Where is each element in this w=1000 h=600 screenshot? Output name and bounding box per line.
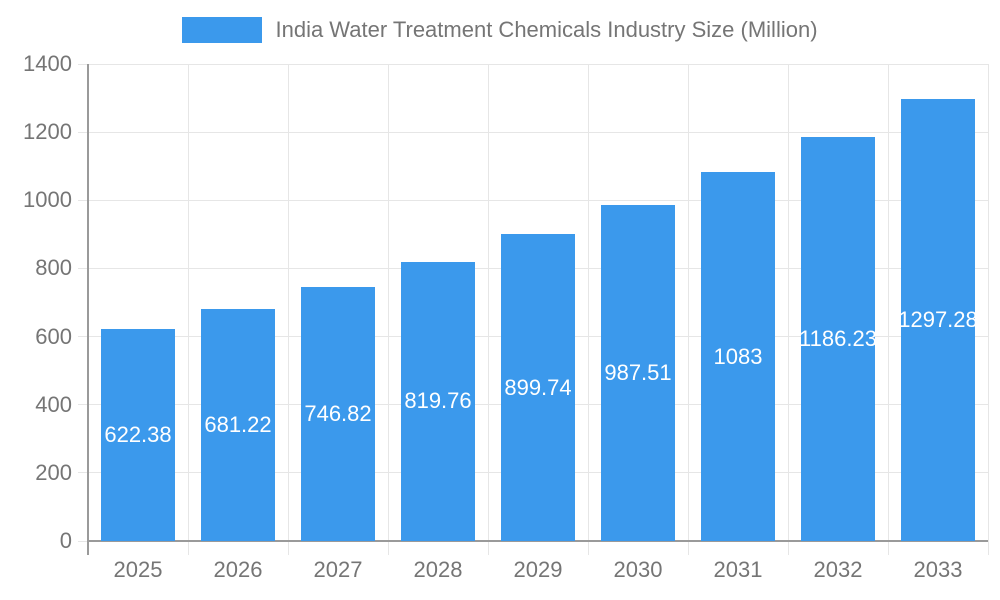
v-gridline: [687, 64, 689, 555]
y-tick-label: 800: [35, 255, 72, 281]
x-axis-line: [88, 540, 988, 542]
bar[interactable]: [801, 136, 875, 541]
bar-value-label: 746.82: [304, 400, 372, 426]
bar-value-label: 819.76: [404, 388, 472, 414]
y-tick-label: 1200: [23, 119, 72, 145]
v-gridline: [887, 64, 889, 555]
bar[interactable]: [701, 172, 775, 541]
v-gridline: [187, 64, 189, 555]
legend-label: India Water Treatment Chemicals Industry…: [275, 17, 818, 42]
bar-value-label: 987.51: [604, 359, 672, 385]
v-gridline: [387, 64, 389, 555]
x-tick-label: 2029: [513, 557, 563, 582]
x-tick-label: 2033: [913, 557, 963, 582]
x-tick-label: 2032: [813, 557, 863, 582]
bar-value-label: 1186.23: [799, 325, 877, 351]
y-axis-tick: [78, 540, 88, 542]
bar[interactable]: [201, 308, 275, 541]
h-gridline: [78, 63, 988, 65]
y-tick-label: 400: [35, 391, 72, 417]
bar[interactable]: [601, 204, 675, 541]
bar[interactable]: [101, 328, 175, 541]
y-tick-label: 1400: [23, 51, 72, 76]
plot-area: 0 200 400 600 800 1000 1200 1400 622.38 2025 681.2…: [23, 51, 989, 582]
v-gridline: [587, 64, 589, 555]
bar[interactable]: [401, 261, 475, 541]
x-tick-label: 2027: [313, 557, 363, 582]
x-tick-label: 2030: [613, 557, 663, 582]
x-tick-label: 2031: [713, 557, 763, 582]
x-tick-label: 2026: [213, 557, 263, 582]
x-tick-label: 2025: [113, 557, 163, 582]
bar[interactable]: [501, 234, 575, 541]
y-tick-label: 1000: [23, 187, 72, 213]
legend-swatch[interactable]: [182, 17, 263, 43]
bar-value-label: 1297.28: [898, 306, 978, 332]
x-tick-label: 2028: [413, 557, 463, 582]
v-gridline: [987, 64, 989, 555]
h-gridline: [78, 131, 988, 133]
y-axis-line: [87, 64, 89, 555]
legend[interactable]: India Water Treatment Chemicals Industry…: [0, 10, 1000, 50]
h-gridline: [78, 199, 988, 201]
bar[interactable]: [901, 98, 975, 541]
v-gridline: [487, 64, 489, 555]
y-tick-label: 0: [59, 528, 72, 553]
bar-value-label: 681.22: [204, 411, 272, 437]
v-gridline: [287, 64, 289, 555]
v-gridline: [787, 64, 789, 555]
y-tick-label: 600: [35, 323, 72, 349]
bar-value-label: 1083: [713, 343, 763, 369]
y-tick-label: 200: [35, 459, 72, 485]
bar-value-label: 899.74: [504, 374, 572, 400]
bar-value-label: 622.38: [104, 421, 172, 447]
bar[interactable]: [301, 286, 375, 541]
